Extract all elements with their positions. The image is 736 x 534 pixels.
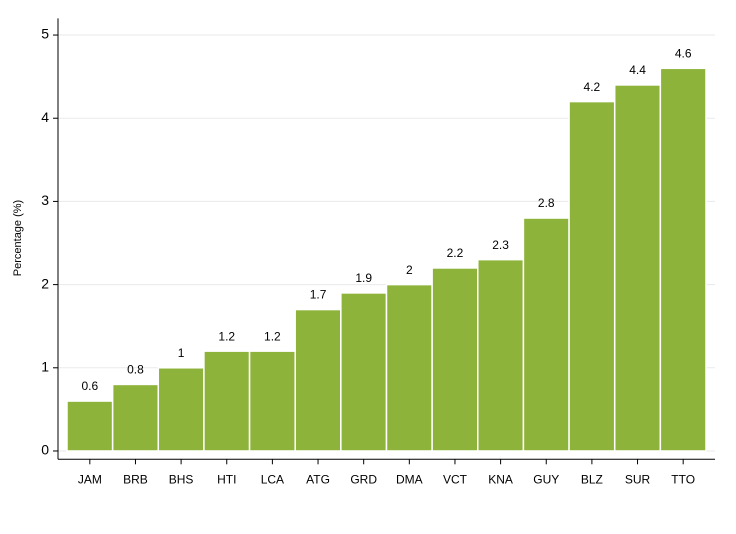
x-tick-label: HTI bbox=[217, 472, 236, 486]
x-tick-label: LCA bbox=[261, 472, 284, 486]
x-tick-label: BLZ bbox=[581, 472, 603, 486]
value-label: 1.9 bbox=[355, 271, 372, 285]
value-label: 1.7 bbox=[310, 288, 327, 302]
y-tick-label: 2 bbox=[41, 275, 49, 291]
x-tick-label: GUY bbox=[533, 472, 559, 486]
value-label: 2.2 bbox=[447, 246, 464, 260]
bar bbox=[431, 267, 479, 452]
value-label: 4.6 bbox=[675, 46, 692, 60]
value-label: 4.2 bbox=[584, 80, 601, 94]
x-tick-label: ATG bbox=[306, 472, 330, 486]
x-tick-label: VCT bbox=[443, 472, 468, 486]
value-label: 2.8 bbox=[538, 196, 555, 210]
bar bbox=[613, 84, 662, 452]
value-label: 0.6 bbox=[81, 379, 98, 393]
value-label: 1.2 bbox=[264, 329, 281, 343]
value-label: 1.2 bbox=[218, 329, 235, 343]
value-label: 2.3 bbox=[492, 238, 509, 252]
value-label: 1 bbox=[178, 346, 185, 360]
bar bbox=[294, 308, 342, 452]
bar bbox=[340, 292, 388, 452]
bar bbox=[157, 367, 205, 452]
y-tick-label: 5 bbox=[41, 26, 49, 42]
bar bbox=[659, 67, 707, 452]
bar bbox=[111, 383, 160, 452]
value-label: 2 bbox=[406, 263, 413, 277]
bar bbox=[477, 258, 525, 452]
bar bbox=[203, 350, 251, 452]
bar bbox=[66, 400, 114, 452]
y-tick-label: 0 bbox=[41, 442, 49, 458]
bar bbox=[248, 350, 296, 452]
value-label: 0.8 bbox=[127, 363, 144, 377]
x-tick-label: GRD bbox=[350, 472, 377, 486]
x-tick-label: TTO bbox=[671, 472, 695, 486]
y-tick-label: 3 bbox=[41, 192, 49, 208]
x-tick-label: BRB bbox=[123, 472, 148, 486]
y-axis-label: Percentage (%) bbox=[12, 200, 24, 276]
x-tick-label: KNA bbox=[488, 472, 513, 486]
x-tick-label: BHS bbox=[169, 472, 194, 486]
bar bbox=[522, 217, 570, 452]
bar bbox=[385, 283, 433, 452]
y-tick-label: 1 bbox=[41, 358, 49, 374]
bar bbox=[568, 100, 616, 452]
y-tick-label: 4 bbox=[41, 109, 49, 125]
value-label: 4.4 bbox=[629, 63, 646, 77]
x-tick-label: SUR bbox=[625, 472, 651, 486]
x-tick-label: DMA bbox=[396, 472, 423, 486]
x-tick-label: JAM bbox=[78, 472, 102, 486]
